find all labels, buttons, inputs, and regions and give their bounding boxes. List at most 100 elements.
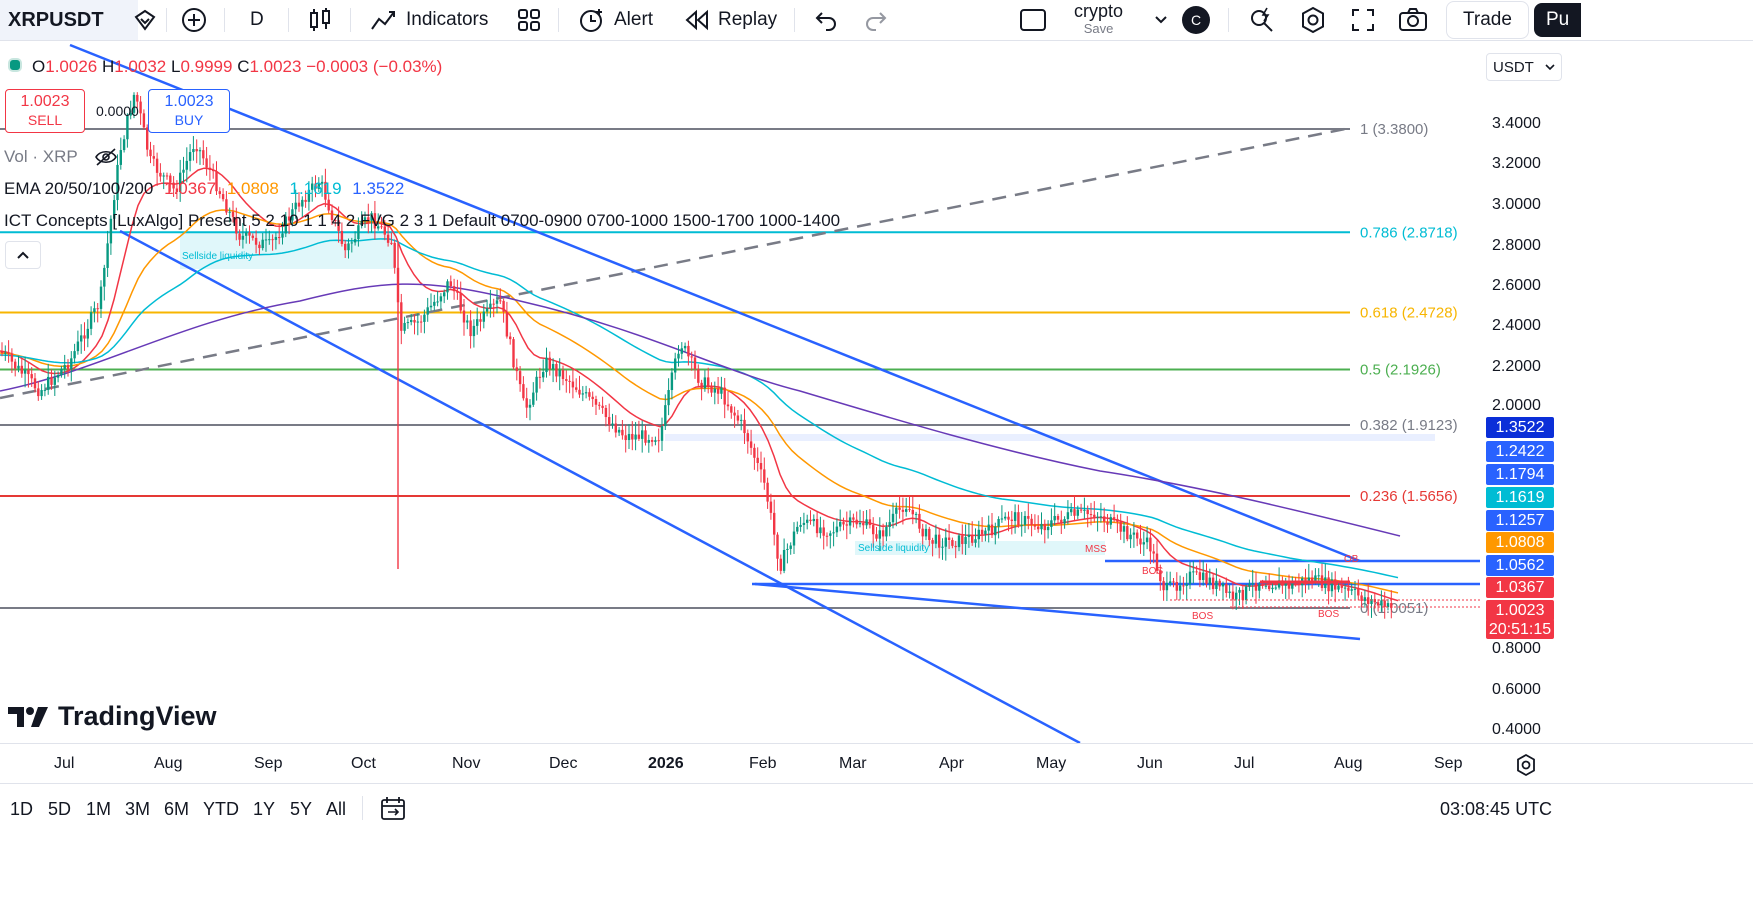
range-ytd-button[interactable]: YTD [203, 799, 239, 819]
candle-body [621, 429, 624, 436]
axis-settings-icon[interactable] [1514, 753, 1538, 782]
candle-body [1205, 572, 1208, 584]
change-value: −0.0003 (−0.03%) [306, 57, 443, 76]
alert-button[interactable]: Alert [578, 0, 653, 40]
candle-body [383, 226, 386, 235]
candle-body [311, 183, 314, 190]
price-tag: 1.0367 [1486, 577, 1554, 598]
camera-icon[interactable] [1398, 0, 1428, 40]
candle-body [489, 303, 492, 309]
date-range-icon[interactable] [380, 796, 406, 827]
descending-channel[interactable] [69, 43, 1480, 743]
candle-body [136, 94, 139, 102]
candle-body [1000, 518, 1004, 520]
candle-body [1149, 537, 1152, 552]
candle-body [657, 440, 660, 442]
price-axis[interactable]: USDT 3.4000 3.2000 3.0000 2.8000 2.6000 2.400… [1480, 41, 1753, 743]
candle-body [604, 407, 608, 418]
candle-body [852, 517, 855, 520]
layout-name-button[interactable]: crypto Save [1074, 0, 1123, 40]
collapse-legend-button[interactable] [5, 241, 41, 269]
range-5d-button[interactable]: 5D [48, 799, 72, 819]
redo-icon[interactable] [864, 0, 888, 40]
trade-button[interactable]: Trade [1446, 0, 1529, 40]
candle-body [109, 218, 113, 244]
candle-body [1353, 588, 1357, 590]
candle-body [1310, 577, 1314, 583]
layout-select-icon[interactable] [1019, 0, 1047, 40]
fib-level-label: 1 (3.3800) [1360, 121, 1428, 138]
candle-body [736, 415, 740, 421]
symbol-search[interactable]: XRPUSDT [0, 0, 138, 40]
candle-body [386, 234, 390, 243]
toolbar-divider [350, 8, 351, 32]
ict-study[interactable]: ICT Concepts [LuxAlgo] Present 5 2 10 1 … [4, 211, 840, 231]
interval-button[interactable]: D [250, 0, 264, 40]
toolbar-divider [1228, 8, 1229, 32]
candle-body [499, 300, 502, 302]
candle-body [733, 412, 736, 416]
candle-body [911, 509, 914, 515]
candle-body [1106, 521, 1109, 525]
ema-study[interactable]: EMA 20/50/100/200 1.0367 1.0808 1.1619 1… [4, 179, 404, 199]
candle-body [786, 548, 789, 550]
eye-hidden-icon[interactable] [94, 148, 118, 166]
candle-body [842, 522, 845, 525]
candle-body [743, 419, 746, 434]
candle-body [848, 517, 852, 526]
range-1y-button[interactable]: 1Y [253, 799, 276, 819]
avatar[interactable]: C [1182, 0, 1210, 40]
range-1m-button[interactable]: 1M [86, 799, 112, 819]
candle-body [1165, 583, 1169, 591]
publish-button[interactable]: Pu [1534, 0, 1582, 40]
candle-body [1330, 579, 1334, 592]
candle-body [1030, 518, 1033, 526]
chevron-down-icon[interactable] [1154, 0, 1168, 40]
time-axis[interactable]: Jul Aug Sep Oct Nov Dec 2026 Feb Mar Apr May Jun Jul… [0, 743, 1753, 784]
candle-body [525, 398, 528, 408]
candle-body [1327, 577, 1330, 592]
candle-body [756, 457, 759, 464]
candle-body [845, 524, 848, 526]
compare-symbol-icon[interactable] [132, 0, 158, 40]
candle-body [188, 152, 192, 161]
fib-level-label: 0.382 (1.9123) [1360, 417, 1458, 434]
range-1d-button[interactable]: 1D [10, 799, 34, 819]
candle-body [1145, 537, 1149, 543]
utc-clock[interactable]: 03:08:45 UTC [1440, 799, 1553, 819]
candle-body [835, 526, 839, 533]
buy-button[interactable]: 1.0023 BUY [148, 89, 230, 133]
candle-body [363, 217, 367, 221]
candle-body [30, 374, 33, 379]
candle-body [769, 501, 773, 513]
candle-body [875, 534, 878, 539]
range-3m-button[interactable]: 3M [125, 799, 151, 819]
add-symbol-icon[interactable] [180, 0, 208, 40]
currency-select[interactable]: USDT [1486, 53, 1562, 81]
range-5y-button[interactable]: 5Y [290, 799, 313, 819]
candle-type-icon[interactable] [308, 0, 332, 40]
candle-body [779, 558, 782, 571]
undo-icon[interactable] [814, 0, 838, 40]
sell-button[interactable]: 1.0023 SELL [5, 89, 85, 133]
candle-body [60, 368, 63, 376]
fullscreen-icon[interactable] [1350, 0, 1376, 40]
quick-search-icon[interactable] [1248, 0, 1276, 40]
volume-study[interactable]: Vol · XRP [4, 147, 118, 167]
range-6m-button[interactable]: 6M [164, 799, 190, 819]
alert-label: Alert [614, 9, 654, 30]
candle-body [423, 314, 426, 322]
settings-gear-icon[interactable] [1298, 0, 1328, 40]
time-tick-label: Oct [351, 755, 376, 772]
candle-body [1109, 517, 1112, 525]
indicators-button[interactable]: Indicators [370, 0, 488, 40]
chart-pane[interactable]: 1 (3.3800) 0.786 (2.8718) 0.618 (2.4728) 0.… [0, 41, 1480, 743]
candle-body [1169, 581, 1172, 584]
chart-canvas[interactable]: 1 (3.3800) 0.786 (2.8718) 0.618 (2.4728) 0.… [0, 41, 1480, 743]
candle-body [898, 507, 901, 510]
replay-button[interactable]: Replay [684, 0, 777, 40]
candle-body [56, 375, 60, 378]
candle-body [1043, 523, 1046, 531]
templates-icon[interactable] [516, 0, 542, 40]
range-all-button[interactable]: All [326, 799, 347, 819]
